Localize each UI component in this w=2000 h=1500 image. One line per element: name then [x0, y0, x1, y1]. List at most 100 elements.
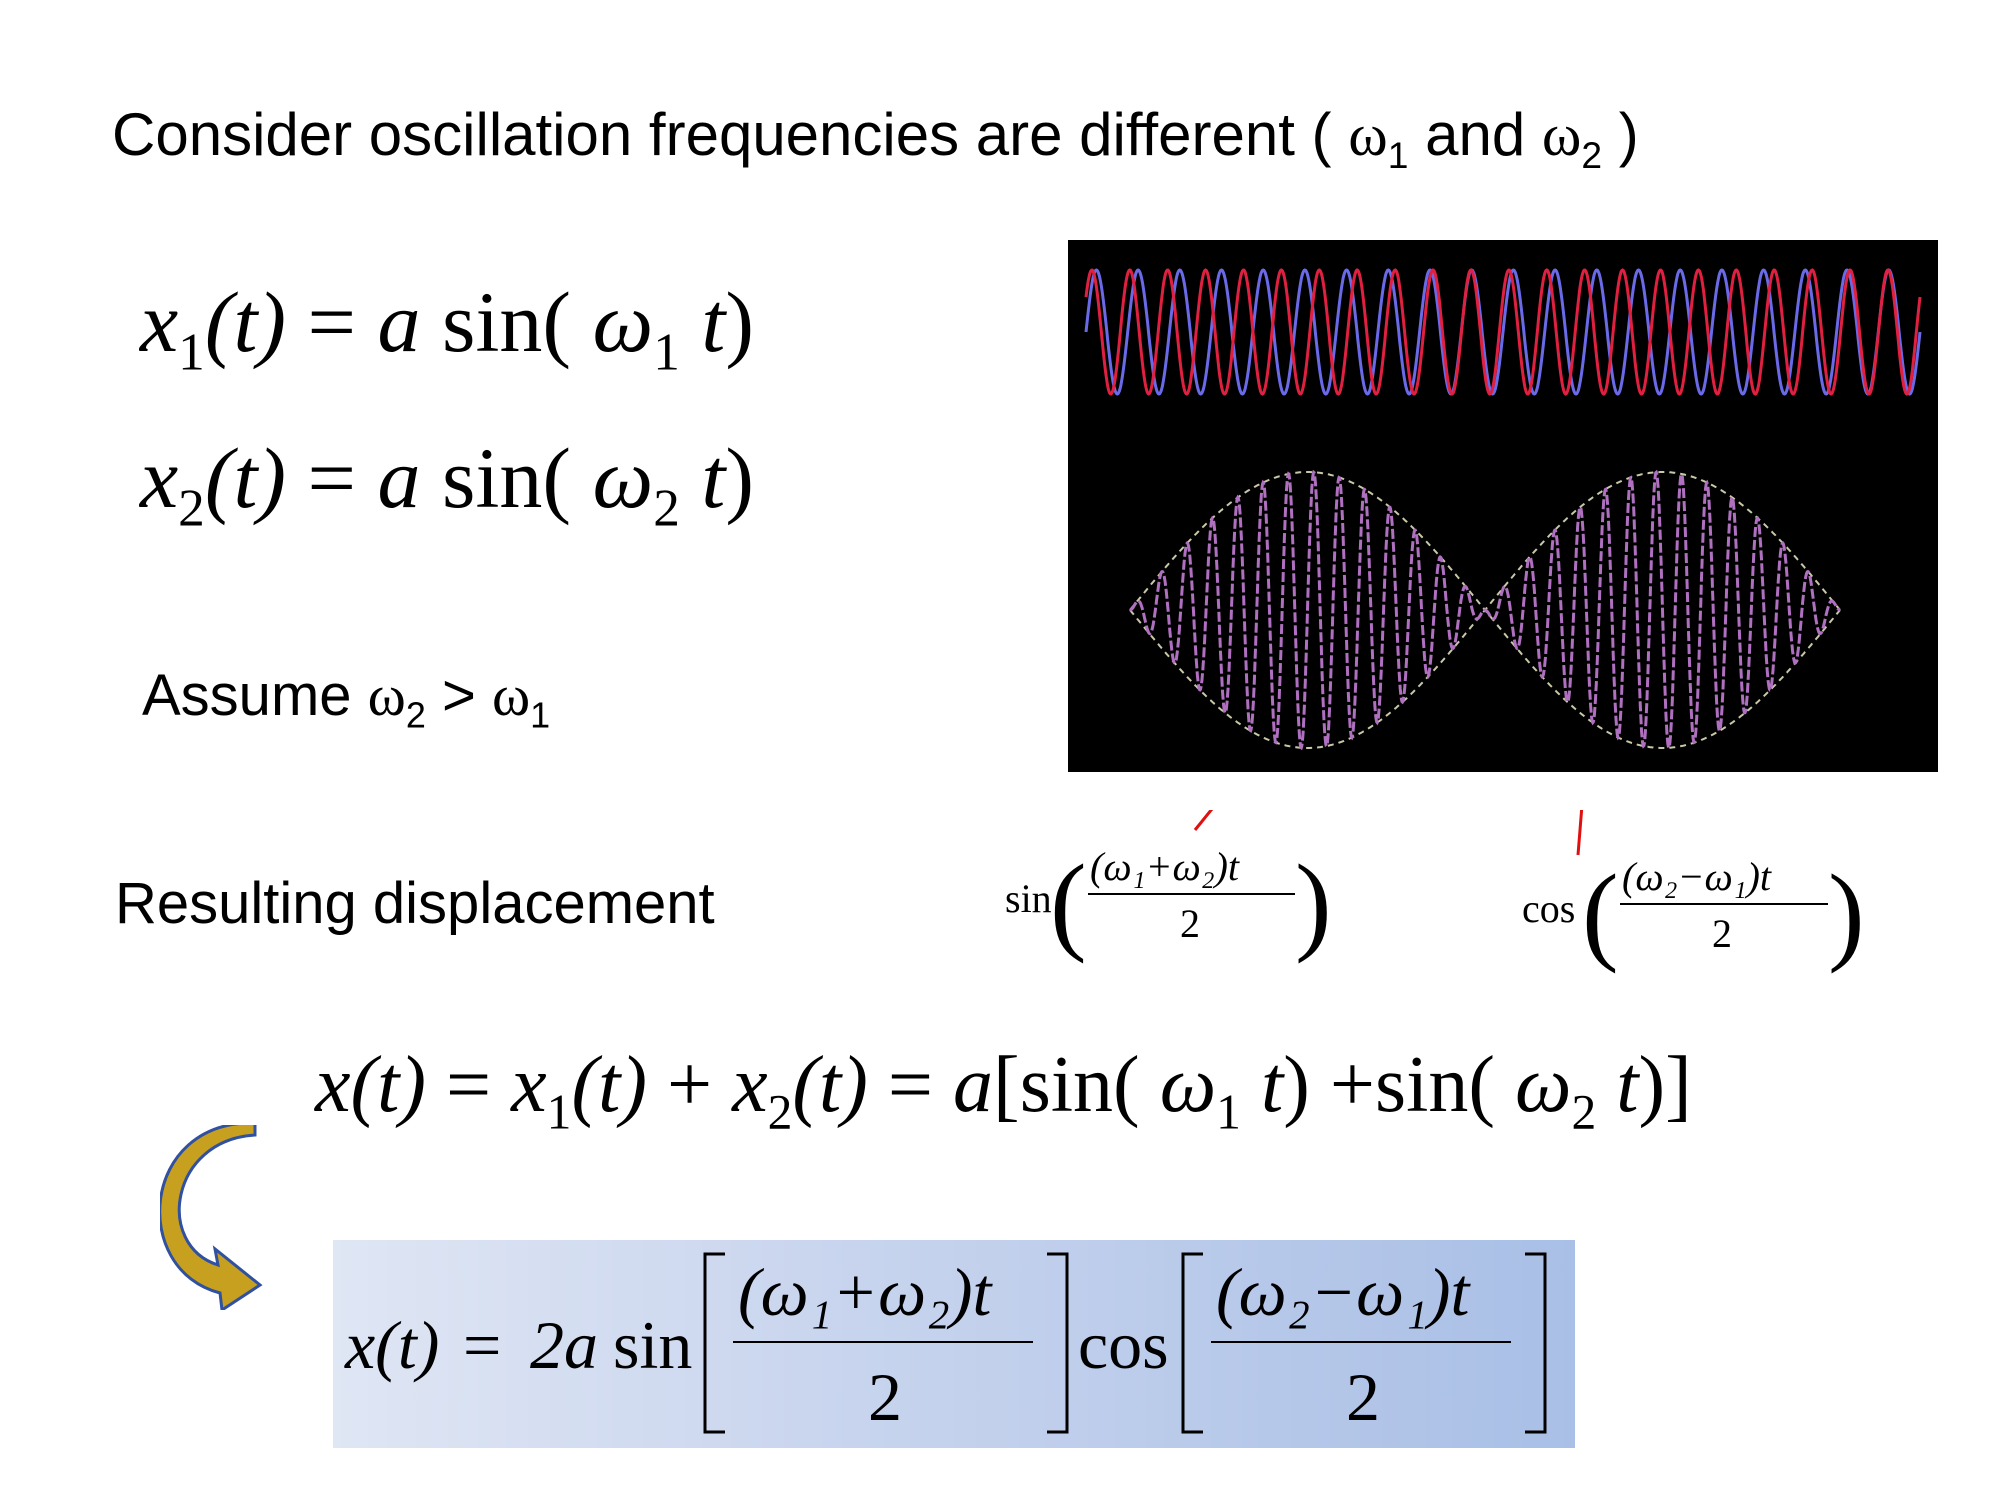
- paren: ): [1283, 1041, 1310, 1129]
- equals: =: [446, 1041, 492, 1129]
- var-t: (t): [204, 274, 286, 370]
- left-paren: (: [1050, 842, 1087, 964]
- var-t: (t): [204, 430, 286, 526]
- equals: =: [887, 1041, 934, 1129]
- cos-label: cos ( (ω₂−ω₁)t 2 ): [1522, 852, 1865, 974]
- var-t: t: [701, 430, 726, 526]
- left-bracket: [703, 1252, 725, 1434]
- sin-func: sin(: [442, 274, 572, 370]
- subscript: 2: [767, 1084, 793, 1140]
- subscript: 2: [405, 694, 426, 736]
- beat-envelope-bottom: [1129, 608, 1841, 749]
- bracket: ]: [1665, 1041, 1692, 1129]
- var-a: a: [377, 274, 421, 370]
- equation-x1: x1(t) = a sin( ω1 t): [140, 272, 754, 383]
- var-x: x: [511, 1041, 547, 1129]
- equation-sum: x(t) = x1(t) + x2(t) = a[sin( ω1 t) +sin…: [315, 1040, 1692, 1140]
- plus: +: [1329, 1041, 1375, 1129]
- omega-symbol: ω: [491, 663, 531, 728]
- slide-title: Consider oscillation frequencies are dif…: [112, 100, 1639, 177]
- omega-symbol: ω: [367, 663, 406, 728]
- sin-func: sin: [613, 1307, 692, 1383]
- pointer-line-sin: [1193, 810, 1214, 831]
- right-paren: ): [1828, 852, 1865, 974]
- cos-denominator: 2: [1346, 1359, 1380, 1435]
- sin-denominator: 2: [868, 1359, 902, 1435]
- coef-2a: 2a: [530, 1307, 598, 1383]
- title-text: Consider oscillation frequencies are dif…: [112, 101, 1332, 168]
- var-x-t: x(t): [344, 1307, 439, 1383]
- sin-func: sin(: [1019, 1041, 1140, 1129]
- wave-plot: [1068, 240, 1938, 772]
- subscript: 2: [1581, 134, 1603, 177]
- curved-arrow-icon-shape: [160, 1125, 263, 1310]
- paren: ): [725, 274, 754, 370]
- var-t: t: [701, 274, 726, 370]
- var-t: (t): [571, 1041, 647, 1129]
- pointer-line-cos: [1576, 810, 1584, 856]
- sin-denominator: 2: [1180, 901, 1200, 946]
- subscript: 1: [1387, 134, 1409, 177]
- var-x: x: [140, 274, 179, 370]
- curved-arrow-icon: [160, 1125, 263, 1310]
- plot-labels: sin ( (ω₁+ω₂)t 2 ) cos ( (ω₂−ω₁)t 2 ): [1005, 810, 1865, 974]
- var-a: a: [377, 430, 421, 526]
- subscript: 2: [178, 477, 205, 538]
- sin-text: sin: [1005, 876, 1052, 921]
- var-x-t: x(t): [315, 1041, 427, 1129]
- wave-omega1-line: [1084, 268, 1922, 396]
- right-bracket: [1047, 1252, 1069, 1434]
- omega-symbol: ω: [1541, 102, 1582, 168]
- subscript: 1: [653, 321, 680, 382]
- cos-func: cos: [1078, 1307, 1169, 1383]
- var-t: t: [1616, 1041, 1639, 1129]
- beat-wave-line: [1129, 469, 1841, 751]
- sin-numerator: (ω₁+ω₂)t: [738, 1254, 993, 1330]
- left-bracket: [1181, 1252, 1203, 1434]
- omega-symbol: ω: [592, 274, 654, 370]
- sin-func: sin(: [1374, 1041, 1495, 1129]
- sin-label: sin ( (ω₁+ω₂)t 2 ): [1005, 842, 1332, 964]
- omega-symbol: ω: [1159, 1041, 1217, 1129]
- title-close: ): [1618, 101, 1639, 168]
- beat-envelope-top: [1129, 471, 1841, 612]
- sin-numerator: (ω₁+ω₂)t: [1090, 844, 1240, 889]
- assume-label: Assume: [142, 663, 352, 728]
- omega-symbol: ω: [592, 430, 654, 526]
- sin-func: sin(: [442, 430, 572, 526]
- var-t: t: [1260, 1041, 1284, 1129]
- subscript: 1: [530, 694, 551, 736]
- omega-symbol: ω: [1348, 102, 1388, 168]
- var-x: x: [140, 430, 179, 526]
- subscript: 1: [546, 1084, 572, 1140]
- bracket: [: [993, 1041, 1020, 1129]
- paren: ): [725, 430, 754, 526]
- subscript: 2: [1571, 1084, 1597, 1140]
- paren: ): [1638, 1041, 1666, 1129]
- wave-omega2-line: [1084, 268, 1922, 396]
- equation-x2: x2(t) = a sin( ω2 t): [140, 428, 754, 539]
- final-formula: x(t) = 2a sin (ω₁+ω₂)t 2 cos (ω₂−ω₁)t 2: [344, 1252, 1547, 1435]
- cos-denominator: 2: [1712, 911, 1732, 956]
- subscript: 1: [1216, 1084, 1241, 1140]
- left-paren: (: [1582, 852, 1619, 974]
- plus: +: [666, 1041, 713, 1129]
- subscript: 1: [178, 321, 205, 382]
- cos-numerator: (ω₂−ω₁)t: [1622, 854, 1772, 899]
- greater-than: >: [441, 663, 476, 728]
- right-bracket: [1525, 1252, 1547, 1434]
- final-formula-box: x(t) = 2a sin (ω₁+ω₂)t 2 cos (ω₂−ω₁)t 2: [333, 1240, 1575, 1448]
- title-and: and: [1425, 101, 1526, 168]
- equals: =: [307, 274, 357, 370]
- right-paren: ): [1295, 842, 1332, 964]
- equals: =: [307, 430, 357, 526]
- assumption-text: Assume ω2 > ω1: [142, 662, 550, 737]
- subscript: 2: [653, 477, 680, 538]
- var-t: (t): [792, 1041, 868, 1129]
- wave-plot-svg: [1084, 268, 1922, 751]
- equals: =: [463, 1307, 501, 1383]
- cos-numerator: (ω₂−ω₁)t: [1216, 1254, 1471, 1330]
- var-x: x: [732, 1041, 768, 1129]
- var-a: a: [953, 1041, 994, 1129]
- omega-symbol: ω: [1514, 1041, 1572, 1129]
